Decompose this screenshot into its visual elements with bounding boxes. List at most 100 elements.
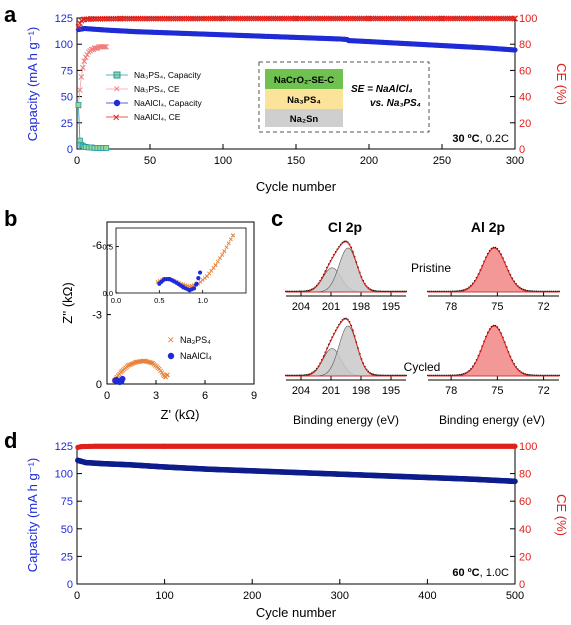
point-na3ps4-ce bbox=[79, 64, 86, 71]
panel-a-ylabel-left: Capacity (mA h g⁻¹) bbox=[25, 27, 40, 142]
panel-b-xtick-label: 3 bbox=[153, 390, 159, 402]
point-naalcl4-ce bbox=[108, 15, 115, 22]
inset-point-naalcl4 bbox=[197, 270, 203, 275]
point-naalcl4-ce bbox=[146, 15, 153, 22]
inset-xtick-label: 1.0 bbox=[197, 296, 207, 305]
point-na3ps4-ce bbox=[77, 87, 83, 93]
xps-cycled-xtick-label: 198 bbox=[352, 385, 370, 397]
point-na3ps4-ce bbox=[82, 54, 89, 61]
point-naalcl4-ce bbox=[480, 15, 487, 22]
point-naalcl4-ce bbox=[92, 15, 99, 22]
panel-a-xtick-label: 200 bbox=[360, 155, 378, 167]
point-naalcl4-ce bbox=[163, 15, 170, 22]
point-naalcl4-ce bbox=[443, 15, 450, 22]
panel-a-ytick-left-label: 25 bbox=[61, 118, 73, 130]
point-naalcl4-ce bbox=[244, 15, 251, 22]
point-naalcl4-ce bbox=[498, 15, 505, 22]
point-naalcl4-ce bbox=[330, 15, 337, 22]
point-naalcl4-ce bbox=[452, 15, 459, 22]
panel-d-chart: 0 25 50 75 100 125 0 20 40 60 80 100 0 100 200 300 400… bbox=[25, 441, 569, 620]
point-naalcl4-ce bbox=[356, 15, 363, 22]
xps-cl-pristine-component bbox=[286, 247, 406, 293]
point-naalcl4-ce bbox=[347, 15, 354, 22]
point-naalcl4-ce bbox=[506, 15, 513, 22]
point-naalcl4-ce bbox=[214, 15, 221, 22]
point-naalcl4-ce bbox=[409, 15, 416, 22]
point-naalcl4-ce bbox=[168, 15, 175, 22]
panel-b-inset-frame bbox=[115, 227, 247, 294]
point-naalcl4-ce bbox=[117, 15, 124, 22]
point-naalcl4-ce bbox=[321, 15, 328, 22]
panel-d-xtick-label: 500 bbox=[506, 590, 524, 602]
panel-a-ytick-right-label: 100 bbox=[519, 13, 537, 25]
point-naalcl4-ce bbox=[465, 15, 472, 22]
legend-mark-b-naalcl4 bbox=[167, 352, 175, 360]
point-naalcl4-ce bbox=[281, 15, 288, 22]
point-naalcl4-ce bbox=[447, 15, 454, 22]
xps-cl-pristine-xtick-label: 198 bbox=[352, 301, 370, 313]
xps-al-pristine-xtick-label: 72 bbox=[537, 301, 549, 313]
inset-ytick-label: 0.0 bbox=[103, 289, 113, 298]
point-naalcl4-ce bbox=[376, 15, 383, 22]
point-naalcl4-ce bbox=[319, 15, 326, 22]
point-naalcl4-ce bbox=[372, 15, 379, 22]
point-naalcl4-ce bbox=[268, 15, 275, 22]
point-naalcl4-ce bbox=[343, 15, 350, 22]
point-naalcl4-ce bbox=[272, 15, 279, 22]
point-naalcl4-ce bbox=[405, 15, 412, 22]
panel-a-xtick-label: 150 bbox=[287, 155, 305, 167]
point-naalcl4-ce bbox=[306, 15, 313, 22]
inset-layer-anode bbox=[265, 109, 343, 127]
point-naalcl4-ce bbox=[325, 15, 332, 22]
panel-b-xtick-label: 0 bbox=[104, 390, 110, 402]
point-naalcl4-ce bbox=[230, 15, 237, 22]
point-naalcl4-ce bbox=[482, 15, 489, 22]
inset-se-label-line2: vs. Na₃PS₄ bbox=[370, 98, 421, 109]
point-naalcl4-ce bbox=[185, 15, 192, 22]
inset-layer-cathode bbox=[265, 69, 343, 89]
legend-mark-b-na3ps4: ✕ bbox=[167, 335, 175, 345]
point-naalcl4-ce bbox=[211, 15, 218, 22]
point-naalcl4-ce bbox=[368, 15, 375, 22]
xps-cycled-xtick-label: 72 bbox=[537, 385, 549, 397]
point-naalcl4-ce bbox=[374, 15, 381, 22]
panel-a-xtick-label: 100 bbox=[214, 155, 232, 167]
panel-d-ytick-left-label: 50 bbox=[61, 524, 73, 536]
panel-a-ytick-right-label: 60 bbox=[519, 65, 531, 77]
point-naalcl4-ce bbox=[75, 24, 82, 31]
inset-point-naalcl4 bbox=[196, 276, 201, 281]
point-naalcl4-ce bbox=[336, 15, 343, 22]
inset-point-na3ps4 bbox=[215, 259, 220, 264]
legend-label-naalcl4-ce: NaAlCl₄, CE bbox=[134, 112, 181, 122]
point-naalcl4-ce bbox=[360, 15, 367, 22]
point-naalcl4-ce bbox=[487, 15, 494, 22]
point-naalcl4-ce bbox=[323, 15, 330, 22]
point-naalcl4-ce bbox=[425, 15, 432, 22]
panel-label-b: b bbox=[4, 206, 17, 231]
point-naalcl4-ce bbox=[285, 15, 292, 22]
xps-title-al-2p: Al 2p bbox=[471, 219, 505, 235]
legend-label-na3ps4-capacity: Na₃PS₄, Capacity bbox=[134, 70, 202, 80]
point-naalcl4-ce bbox=[471, 15, 478, 22]
inset-point-na3ps4 bbox=[224, 245, 229, 250]
xps-cycled-xtick-label: 204 bbox=[292, 385, 310, 397]
legend-label-na3ps4-ce: Na₃PS₄, CE bbox=[134, 84, 180, 94]
point-naalcl4-ce bbox=[137, 15, 144, 22]
point-naalcl4-ce bbox=[317, 15, 324, 22]
point-naalcl4-ce bbox=[161, 15, 168, 22]
point-naalcl4-ce bbox=[194, 15, 201, 22]
panel-a-ytick-left-label: 100 bbox=[55, 39, 73, 51]
point-na3ps4-ce bbox=[93, 45, 99, 51]
panel-d-xtick-label: 100 bbox=[155, 590, 173, 602]
point-naalcl4-ce bbox=[276, 15, 283, 22]
xps-cycled-xtick-label: 195 bbox=[382, 385, 400, 397]
point-naalcl4-ce bbox=[403, 15, 410, 22]
point-naalcl4-ce bbox=[124, 15, 131, 22]
panel-b-xtick-label: 6 bbox=[202, 390, 208, 402]
point-naalcl4-ce bbox=[266, 15, 272, 22]
point-naalcl4-ce bbox=[334, 15, 341, 22]
point-naalcl4-ce bbox=[235, 15, 242, 22]
point-naalcl4-ce bbox=[489, 15, 496, 22]
xps-row-label-pristine: Pristine bbox=[411, 261, 451, 275]
panel-b-ytick-label: -3 bbox=[92, 310, 102, 322]
